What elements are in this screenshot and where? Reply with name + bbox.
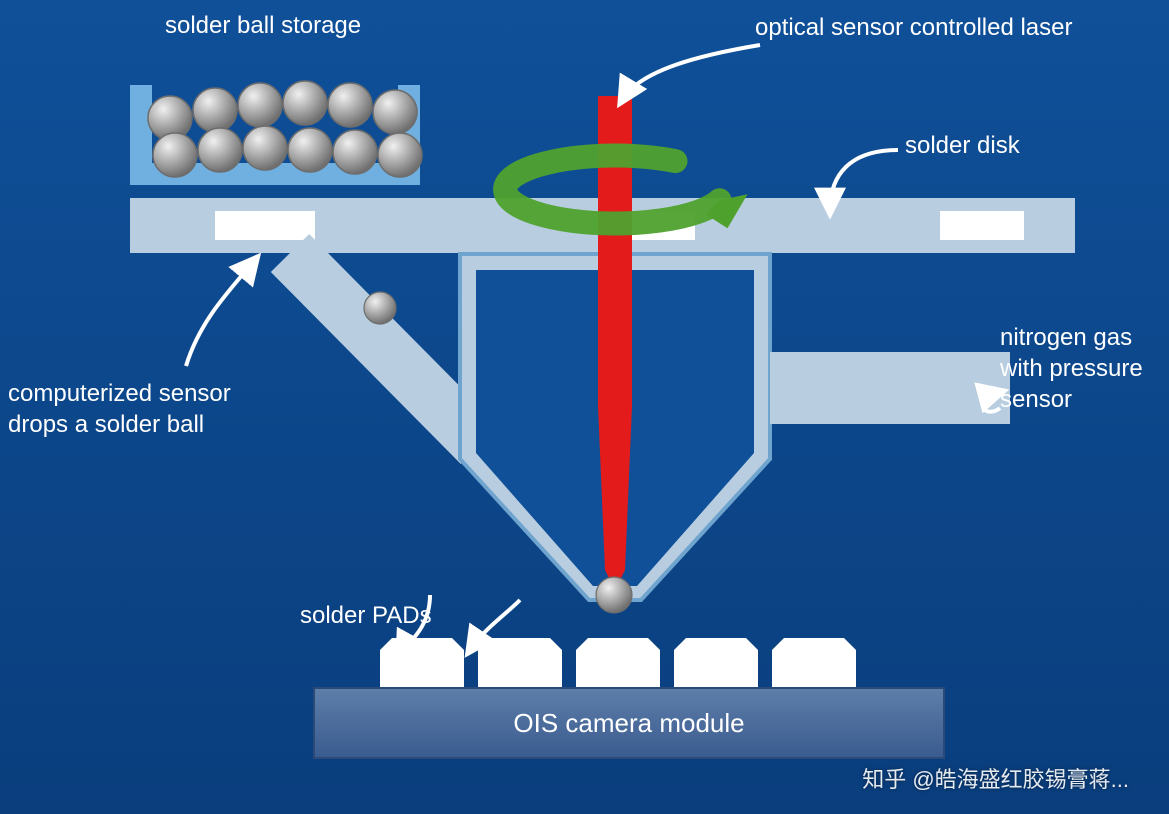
solder-pad <box>576 638 660 688</box>
solder-pad <box>772 638 856 688</box>
module-layer: OIS camera module <box>314 638 944 758</box>
nozzle-solder-ball <box>596 577 632 613</box>
solder-ball <box>288 128 332 172</box>
label-storage: solder ball storage <box>165 10 361 41</box>
solder-ball <box>198 128 242 172</box>
solder-ball <box>373 90 417 134</box>
solder-ball <box>328 83 372 127</box>
solder-pad <box>478 638 562 688</box>
solder-ball <box>283 81 327 125</box>
falling-solder-ball <box>364 292 396 324</box>
solder-ball <box>153 133 197 177</box>
label-disk: solder disk <box>905 130 1020 161</box>
laser-column <box>598 96 632 406</box>
lead-comp-sensor <box>186 260 255 366</box>
solder-ball <box>333 130 377 174</box>
nitrogen-tube <box>770 352 1010 424</box>
solder-ball <box>238 83 282 127</box>
label-nitrogen: nitrogen gaswith pressuresensor <box>1000 322 1143 416</box>
solder-pad <box>674 638 758 688</box>
watermark: 知乎 @皓海盛红胶锡膏蒋... <box>862 762 1129 794</box>
label-laser: optical sensor controlled laser <box>755 12 1073 43</box>
solder-ball <box>378 133 422 177</box>
label-pads: solder PADs <box>300 600 432 631</box>
lead-laser <box>622 45 760 100</box>
disk-slot <box>215 211 315 240</box>
disk-slot <box>940 211 1024 240</box>
solder-ball <box>243 126 287 170</box>
label-comp-sensor: computerized sensordrops a solder ball <box>8 378 231 440</box>
solder-pad <box>380 638 464 688</box>
module-label: OIS camera module <box>513 708 744 738</box>
solder-ball <box>193 88 237 132</box>
